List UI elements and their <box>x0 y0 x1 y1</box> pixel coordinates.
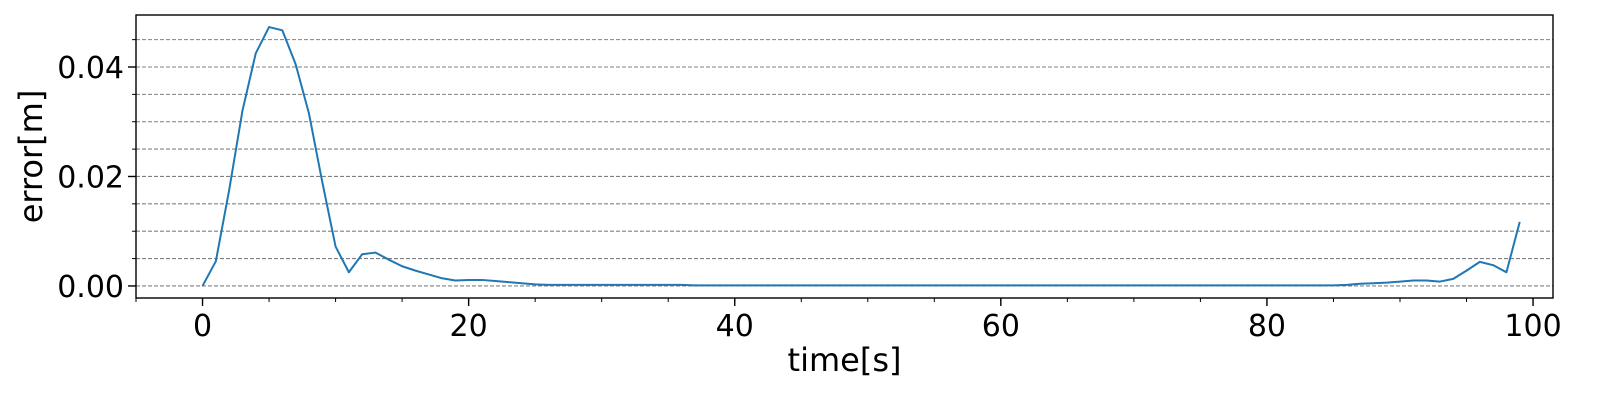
y-tick-label: 0.04 <box>57 51 124 86</box>
y-tick-label: 0.00 <box>57 270 124 305</box>
x-tick-label: 0 <box>193 309 212 344</box>
x-tick-label: 40 <box>716 309 754 344</box>
x-tick-label: 100 <box>1504 309 1561 344</box>
x-tick-label: 60 <box>982 309 1020 344</box>
y-tick-label: 0.02 <box>57 160 124 195</box>
x-tick-label: 20 <box>450 309 488 344</box>
plot-frame <box>135 14 1554 299</box>
axis-ticks: 0.00 0.02 0.04 0 20 40 60 80 100 <box>57 39 1562 344</box>
x-axis-title: time[s] <box>788 341 902 379</box>
series-layer <box>201 26 1521 287</box>
x-tick-label: 80 <box>1248 309 1286 344</box>
series-line <box>201 26 1521 287</box>
y-axis-title: error[m] <box>12 90 50 224</box>
grid-lines <box>136 39 1553 287</box>
